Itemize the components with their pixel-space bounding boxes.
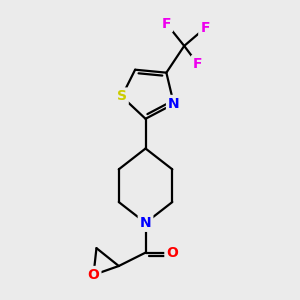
Text: S: S (117, 89, 127, 103)
Text: F: F (162, 16, 171, 31)
Text: N: N (140, 216, 152, 230)
Text: F: F (193, 57, 202, 71)
Text: F: F (200, 21, 210, 35)
Text: O: O (167, 246, 178, 260)
Text: N: N (168, 97, 180, 111)
Text: O: O (88, 268, 99, 282)
